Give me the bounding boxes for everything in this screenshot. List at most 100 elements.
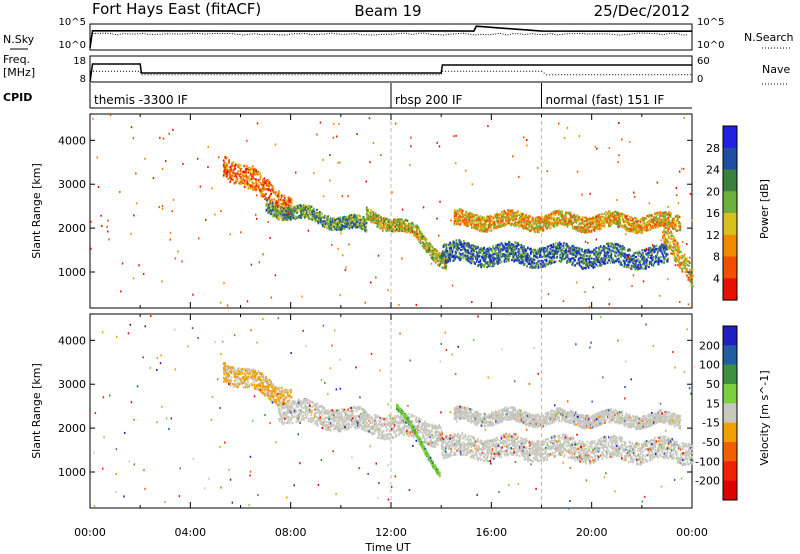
power-cell	[416, 230, 419, 233]
power-cell	[627, 264, 630, 267]
power-cell	[550, 244, 552, 247]
power-cell	[490, 259, 493, 262]
power-cell	[608, 256, 610, 259]
power-cell	[419, 232, 422, 235]
power-cell	[523, 219, 526, 222]
power-cell	[228, 166, 230, 169]
power-cell	[651, 253, 653, 256]
power-cell	[391, 226, 394, 229]
power-cell	[525, 256, 528, 259]
power-cell	[552, 244, 555, 248]
power-cell	[562, 218, 564, 221]
power-cell	[551, 255, 554, 258]
power-cell	[460, 209, 463, 213]
power-cell	[445, 261, 448, 265]
power-cell	[459, 215, 462, 218]
power-cell	[604, 221, 606, 224]
power-cell	[414, 232, 417, 236]
power-cell	[478, 225, 481, 228]
power-cell	[265, 197, 267, 200]
power-cell	[273, 203, 276, 206]
power-cell	[480, 219, 483, 222]
power-cell	[455, 251, 458, 254]
nave-label: Nave	[762, 63, 790, 76]
power-cell	[546, 216, 548, 219]
power-cell	[346, 219, 349, 222]
power-cell	[317, 222, 320, 225]
power-cell	[274, 214, 277, 217]
power-cell	[471, 253, 473, 256]
power-cell	[231, 164, 233, 167]
power-cell	[508, 213, 511, 217]
power-cell	[540, 263, 543, 266]
power-cell	[614, 219, 616, 222]
power-cell	[260, 183, 263, 186]
power-cell	[629, 249, 631, 252]
power-cell	[504, 211, 507, 214]
power-cell	[544, 250, 546, 253]
power-cell	[271, 186, 274, 189]
power-cell	[500, 220, 503, 223]
power-cell	[552, 246, 555, 249]
power-cell	[445, 247, 448, 250]
power-cell	[634, 231, 636, 234]
power-cell	[651, 257, 654, 260]
power-cell	[499, 258, 501, 261]
power-cell	[590, 261, 592, 264]
power-cell	[448, 250, 451, 253]
power-cell	[563, 222, 566, 225]
power-cell	[660, 248, 663, 251]
power-cell	[450, 243, 453, 246]
power-cell	[480, 221, 482, 224]
power-cell	[495, 248, 497, 252]
power-cell	[572, 249, 575, 252]
power-cell	[416, 234, 419, 237]
freq-series-line	[89, 63, 692, 83]
power-cell	[564, 223, 566, 226]
power-cell	[582, 258, 585, 261]
power-cell	[633, 265, 635, 268]
power-cell	[528, 255, 531, 258]
power-cell	[520, 222, 523, 225]
power-cell	[578, 258, 580, 262]
power-cell	[554, 252, 557, 255]
power-cell	[473, 222, 475, 225]
power-cell	[518, 255, 521, 258]
power-cell	[608, 217, 611, 220]
power-cell	[519, 262, 522, 265]
power-cell	[403, 230, 406, 233]
power-cell	[399, 227, 401, 230]
power-cell	[338, 227, 341, 230]
power-cell	[421, 237, 424, 240]
power-cell	[626, 221, 629, 224]
power-cell	[636, 222, 639, 225]
power-cell	[547, 226, 549, 229]
power-cell	[542, 246, 544, 249]
power-cell	[250, 186, 253, 189]
power-cell	[554, 246, 557, 249]
power-cell	[444, 266, 447, 270]
power-cell	[536, 231, 539, 234]
power-cell	[603, 245, 605, 248]
power-cell	[565, 212, 567, 215]
power-cell	[621, 245, 624, 248]
beam-label: Beam 19	[354, 2, 421, 20]
power-cell	[474, 262, 476, 265]
power-cell	[498, 213, 500, 216]
power-cell	[244, 171, 246, 174]
power-cell	[370, 211, 373, 214]
power-cell	[625, 257, 628, 260]
power-cell	[446, 249, 449, 253]
power-cell	[657, 256, 660, 259]
power-cell	[563, 246, 565, 249]
power-cell	[246, 176, 248, 179]
power-cell	[226, 162, 228, 165]
power-cell	[230, 177, 233, 181]
power-cell	[352, 215, 355, 218]
power-cell	[641, 249, 643, 252]
power-cell	[533, 226, 536, 229]
power-cell	[240, 182, 242, 186]
power-cell	[333, 217, 335, 220]
power-cell	[589, 220, 592, 223]
